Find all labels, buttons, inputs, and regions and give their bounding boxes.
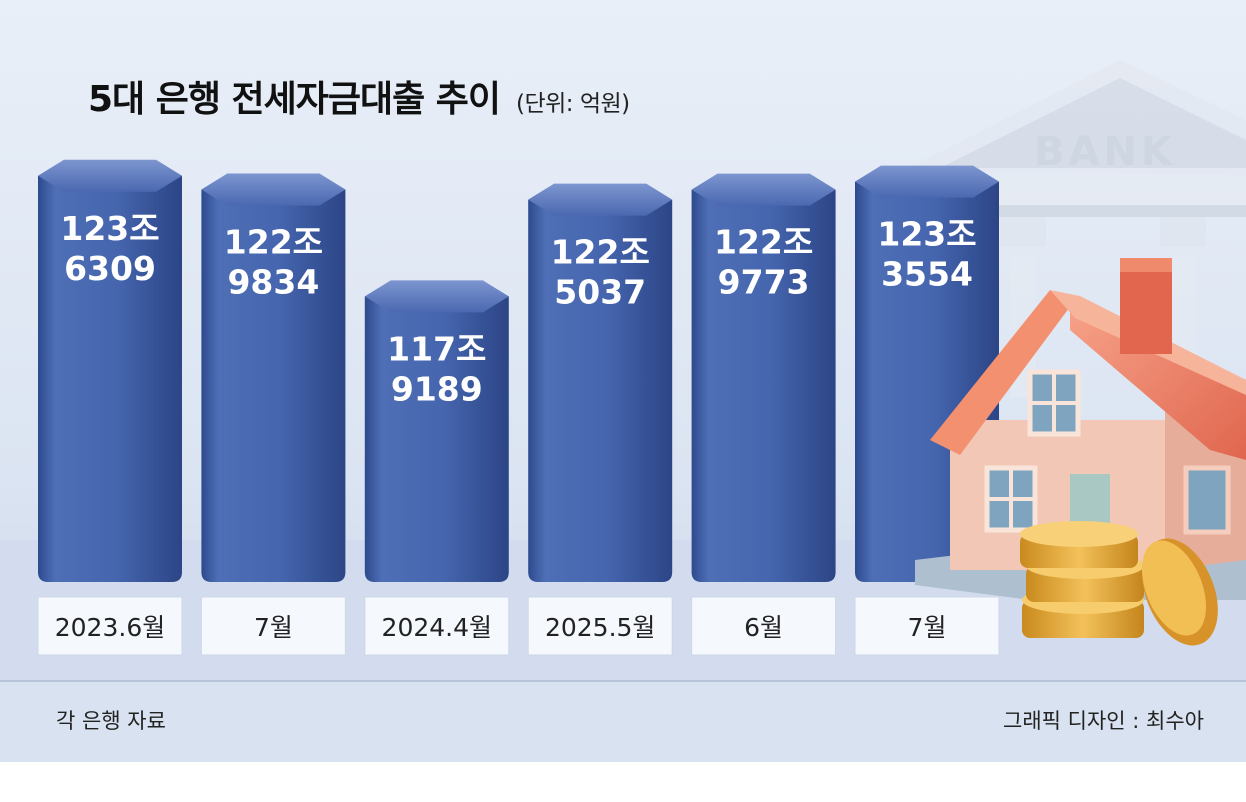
bar-body <box>528 199 673 582</box>
bar-top <box>855 165 999 198</box>
category-label-text: 6월 <box>744 613 783 642</box>
bar-value-label-line2: 6309 <box>64 249 156 288</box>
bar-top <box>38 159 182 192</box>
bar-top <box>364 280 509 313</box>
bar-top <box>201 173 346 206</box>
category-label-text: 2025.5월 <box>545 613 655 642</box>
bar-value-label-line2: 9834 <box>227 262 319 301</box>
chart-title-text: 5대 은행 전세자금대출 추이 <box>88 79 501 120</box>
bar-body <box>691 189 836 582</box>
footer-band <box>0 680 1246 762</box>
bar-value-label-line1: 123조 <box>60 209 159 248</box>
category-label-1: 2023.6월 <box>37 596 183 656</box>
source-note: 각 은행 자료 <box>56 709 166 733</box>
bar-value-label-line2: 3554 <box>881 255 973 294</box>
category-label-box <box>364 596 510 656</box>
coins-illustration <box>1020 521 1218 646</box>
category-label-3: 2024.4월 <box>364 596 510 656</box>
bar-value-label-line2: 9189 <box>391 369 483 408</box>
category-label-box <box>200 596 346 656</box>
bar-body <box>201 189 346 583</box>
category-label-6: 7월 <box>854 596 1000 656</box>
category-label-5: 6월 <box>691 596 837 656</box>
category-label-box <box>527 596 673 656</box>
house-illustration <box>915 258 1246 600</box>
chart-title: 5대 은행 전세자금대출 추이 (단위: 억원) <box>88 70 630 122</box>
bank-sign-text: BANK <box>1034 129 1176 175</box>
category-label-text: 7월 <box>908 613 947 642</box>
bar-value-label-line1: 122조 <box>551 233 650 272</box>
category-label-2: 7월 <box>200 596 346 656</box>
category-label-text: 2023.6월 <box>55 613 165 642</box>
category-label-text: 2024.4월 <box>382 613 492 642</box>
bar-value-label-line1: 122조 <box>714 223 813 262</box>
bar-value-label-line1: 117조 <box>387 329 486 368</box>
category-label-4: 2025.5월 <box>527 596 673 656</box>
bank-building-illustration: BANK <box>905 60 1246 397</box>
bar-value-label-line2: 5037 <box>554 273 646 312</box>
bar-top <box>691 173 836 206</box>
bar-value-label-line1: 122조 <box>224 222 323 261</box>
bar-value-label-line2: 9773 <box>718 263 810 302</box>
graphic-credit: 그래픽 디자인 : 최수아 <box>1003 709 1204 733</box>
category-label-box <box>854 596 1000 656</box>
category-label-box <box>691 596 837 656</box>
bar-value-label-line1: 123조 <box>877 215 976 254</box>
bar-body <box>364 296 509 582</box>
chart-unit-label: (단위: 억원) <box>515 91 630 117</box>
bar-body <box>38 175 182 582</box>
category-label-box <box>37 596 183 656</box>
bar-top <box>528 183 673 216</box>
category-label-text: 7월 <box>254 613 293 642</box>
